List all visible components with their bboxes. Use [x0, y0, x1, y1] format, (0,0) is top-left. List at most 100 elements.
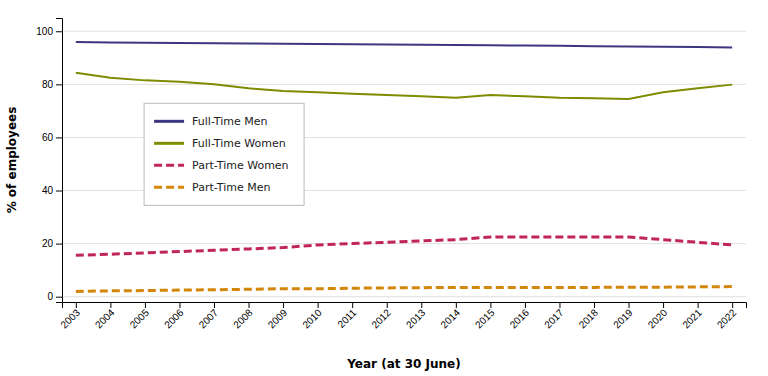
legend-label: Part-Time Women [192, 159, 289, 172]
x-tick-label: 2012 [369, 307, 393, 331]
x-axis: 2003 2004 2005 2006 2007 2008 2009 2010 2011 2012… [58, 302, 746, 330]
y-tick: 20 [42, 238, 62, 249]
x-tick-mark [249, 302, 250, 308]
legend-item: Full-Time Women [154, 137, 286, 150]
x-tick-label: 2017 [542, 307, 566, 331]
x-tick-mark [629, 302, 630, 308]
x-tick: 2015 [473, 302, 497, 330]
x-tick-label: 2003 [58, 307, 82, 331]
x-tick: 2005 [128, 302, 152, 330]
lines [76, 42, 732, 291]
y-tick-label: 80 [42, 79, 54, 90]
legend-swatch [154, 164, 184, 167]
y-tick: 40 [42, 185, 62, 196]
x-tick-label: 2007 [197, 307, 221, 331]
x-tick-label: 2010 [300, 307, 324, 331]
x-tick-label: 2005 [128, 307, 152, 331]
x-tick: 2014 [438, 302, 462, 330]
y-tick-label: 0 [47, 291, 53, 302]
x-tick: 2006 [162, 302, 186, 330]
x-tick-mark [456, 302, 457, 308]
x-tick-mark [559, 302, 560, 308]
x-tick-mark [663, 302, 664, 308]
x-tick: 2011 [335, 302, 358, 330]
x-tick-mark [283, 302, 284, 308]
x-tick-label: 2013 [404, 307, 428, 331]
y-tick-mark [56, 297, 62, 298]
x-tick-label: 2020 [646, 307, 670, 331]
legend-item: Part-Time Men [154, 181, 270, 194]
line-series [76, 237, 732, 255]
grid-line [62, 296, 746, 297]
x-tick-mark [421, 302, 422, 308]
x-tick: 2019 [611, 302, 635, 330]
line-series [76, 42, 732, 48]
legend-item: Part-Time Women [154, 159, 289, 172]
x-tick-mark [698, 302, 699, 308]
x-tick-label: 2014 [438, 307, 462, 331]
x-tick-mark [594, 302, 595, 308]
x-tick-mark [110, 302, 111, 308]
x-tick-label: 2021 [680, 307, 704, 331]
x-tick: 2016 [508, 302, 532, 330]
grid-line [62, 31, 746, 32]
x-tick-mark [318, 302, 319, 308]
x-tick: 2010 [300, 302, 324, 330]
x-tick-label: 2008 [231, 307, 255, 331]
x-tick-mark [214, 302, 215, 308]
y-tick-label: 20 [42, 238, 54, 249]
x-tick-label: 2004 [93, 307, 117, 331]
legend-swatch [154, 120, 184, 123]
x-tick: 2008 [231, 302, 255, 330]
chart: 2003 2004 2005 2006 2007 2008 2009 2010 2011 2012… [0, 0, 768, 376]
y-axis-line [56, 19, 63, 303]
y-axis-title: % of employees [5, 107, 19, 214]
x-tick: 2004 [93, 302, 117, 330]
x-tick-label: 2009 [266, 307, 290, 331]
x-tick: 2021 [680, 302, 704, 330]
x-tick: 2020 [646, 302, 670, 330]
legend-label: Full-Time Men [192, 115, 267, 128]
x-tick: 2018 [577, 302, 601, 330]
x-tick-label: 2019 [611, 307, 635, 331]
y-tick: 0 [47, 291, 62, 302]
grid [62, 31, 746, 296]
legend-swatch [154, 142, 184, 145]
x-axis-title: Year (at 30 June) [346, 357, 460, 371]
grid-line [62, 84, 746, 85]
x-tick: 2017 [542, 302, 566, 330]
legend-box [144, 103, 304, 205]
x-tick-mark [76, 302, 77, 308]
y-tick-mark [56, 244, 62, 245]
y-tick-label: 60 [42, 132, 54, 143]
grid-line [62, 243, 746, 244]
x-tick-mark [145, 302, 146, 308]
x-tick-label: 2015 [473, 307, 497, 331]
x-tick: 2012 [369, 302, 393, 330]
x-tick-mark [179, 302, 180, 308]
legend-swatch [154, 186, 184, 189]
x-tick: 2022 [715, 302, 739, 330]
x-tick: 2013 [404, 302, 428, 330]
x-tick-mark [732, 302, 733, 308]
x-tick-label: 2016 [508, 307, 532, 331]
y-tick-mark [56, 31, 62, 32]
x-tick-mark [387, 302, 388, 308]
x-tick-label: 2022 [715, 307, 739, 331]
y-tick-mark [56, 137, 62, 138]
y-tick: 60 [42, 132, 62, 143]
plot-area: 2003 2004 2005 2006 2007 2008 2009 2010 2011 2012… [36, 19, 746, 331]
legend-label: Full-Time Women [192, 137, 286, 150]
y-tick-mark [56, 84, 62, 85]
x-tick: 2003 [58, 302, 82, 330]
x-tick-label: 2018 [577, 307, 601, 331]
x-tick-mark [525, 302, 526, 308]
x-tick: 2009 [266, 302, 290, 330]
x-axis-line [63, 303, 747, 309]
legend-label: Part-Time Men [192, 181, 270, 194]
y-tick: 100 [36, 26, 62, 37]
y-tick-label: 100 [36, 26, 53, 37]
y-tick-mark [56, 191, 62, 192]
legend: Full-Time Men Full-Time Women Part-Time Wo… [144, 103, 304, 205]
line-series [76, 73, 732, 99]
